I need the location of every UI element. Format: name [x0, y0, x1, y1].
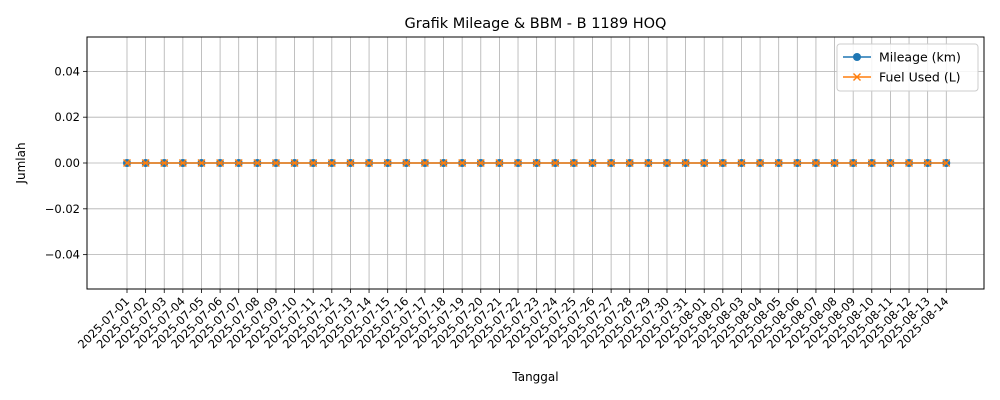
data-point	[197, 159, 206, 167]
legend: Mileage (km) Fuel Used (L)	[836, 43, 979, 92]
data-point	[867, 159, 876, 167]
chart-title: Grafik Mileage & BBM - B 1189 HOQ	[405, 16, 667, 32]
data-point	[886, 159, 895, 167]
y-axis-ticks: −0.04 −0.02 0.00 0.02 0.04	[45, 64, 87, 262]
legend-marker	[853, 73, 861, 81]
data-point	[402, 159, 411, 167]
y-tick-label: −0.02	[45, 202, 80, 216]
data-point	[253, 159, 262, 167]
data-point	[588, 159, 597, 167]
data-point	[774, 159, 783, 167]
data-point	[458, 159, 467, 167]
data-point	[383, 159, 392, 167]
data-point	[700, 159, 709, 167]
data-point	[178, 159, 187, 167]
data-point	[942, 159, 951, 167]
data-point	[644, 159, 653, 167]
data-point	[420, 159, 429, 167]
data-point	[123, 159, 131, 167]
data-point	[290, 159, 299, 167]
data-point	[569, 159, 578, 167]
data-point	[309, 159, 318, 167]
data-point	[327, 159, 336, 167]
data-point	[849, 159, 858, 167]
series-layer	[123, 159, 951, 167]
data-point	[495, 159, 504, 167]
data-point	[737, 159, 746, 167]
legend-label: Fuel Used (L)	[879, 70, 961, 85]
legend-box	[836, 43, 979, 92]
legend-label: Mileage (km)	[879, 50, 961, 65]
data-point	[532, 159, 541, 167]
data-point	[365, 159, 374, 167]
data-point	[830, 159, 839, 167]
x-axis-label: Tanggal	[511, 370, 558, 384]
x-axis-ticks: 2025-07-012025-07-022025-07-032025-07-04…	[75, 289, 951, 351]
legend-item: Mileage (km)	[843, 50, 961, 65]
data-point	[718, 159, 727, 167]
y-tick-label: 0.04	[54, 64, 80, 78]
data-point	[923, 159, 932, 167]
data-point	[476, 159, 485, 167]
data-point	[793, 159, 802, 167]
data-point	[681, 159, 690, 167]
data-point	[346, 159, 355, 167]
y-axis-label: Jumlah	[14, 142, 28, 184]
data-point	[756, 159, 765, 167]
data-point	[662, 159, 671, 167]
data-point	[234, 159, 243, 167]
y-tick-label: 0.00	[54, 156, 80, 170]
data-point	[811, 159, 820, 167]
y-tick-label: −0.04	[45, 248, 80, 262]
data-point	[216, 159, 225, 167]
data-point	[271, 159, 280, 167]
legend-item: Fuel Used (L)	[843, 70, 961, 85]
data-point	[514, 159, 523, 167]
data-point	[551, 159, 560, 167]
series-fuel-used	[123, 159, 951, 167]
data-point	[905, 159, 914, 167]
data-point	[160, 159, 169, 167]
data-point	[439, 159, 448, 167]
data-point	[141, 159, 150, 167]
data-point	[625, 159, 634, 167]
legend-marker	[853, 53, 861, 61]
data-point	[607, 159, 616, 167]
y-tick-label: 0.02	[54, 110, 80, 124]
